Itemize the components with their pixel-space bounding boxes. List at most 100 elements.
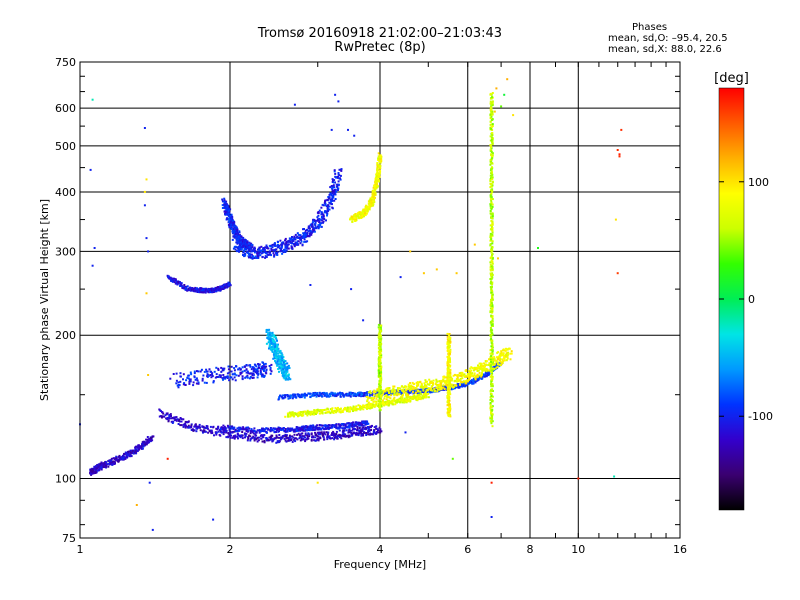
- data-point: [316, 392, 319, 394]
- data-point: [316, 435, 319, 438]
- data-point: [270, 436, 273, 439]
- data-point: [175, 419, 178, 422]
- data-point: [359, 431, 362, 433]
- data-point: [184, 422, 187, 425]
- data-point: [319, 433, 322, 436]
- data-point: [272, 347, 275, 350]
- data-point: [230, 215, 233, 218]
- data-point: [419, 380, 422, 383]
- data-point: [335, 436, 338, 439]
- data-point: [287, 437, 290, 440]
- data-point: [427, 392, 430, 395]
- data-point: [326, 206, 329, 208]
- data-point: [160, 415, 162, 418]
- data-point: [468, 378, 470, 381]
- data-point: [359, 404, 362, 407]
- data-point: [318, 431, 321, 434]
- data-point: [375, 401, 378, 404]
- data-point: [210, 432, 213, 435]
- data-point: [179, 424, 182, 427]
- data-point: [296, 243, 299, 245]
- data-point: [347, 431, 350, 434]
- data-point: [174, 282, 177, 285]
- data-point: [345, 426, 348, 429]
- data-point: [377, 152, 380, 155]
- data-point: [186, 421, 189, 424]
- data-point: [409, 391, 412, 394]
- data-point: [233, 367, 236, 370]
- data-point: [294, 233, 297, 236]
- data-point: [480, 362, 483, 365]
- data-point: [397, 393, 400, 396]
- phases-heading: Phases: [632, 22, 668, 33]
- data-point: [276, 358, 279, 361]
- data-point: [336, 187, 339, 190]
- data-point: [245, 426, 248, 429]
- data-point: [435, 378, 438, 381]
- data-point: [132, 450, 134, 452]
- data-point: [283, 434, 285, 437]
- data-point: [406, 396, 409, 399]
- data-point: [468, 377, 471, 380]
- data-point: [419, 395, 422, 398]
- data-point: [169, 276, 172, 279]
- data-point: [233, 437, 236, 440]
- data-point: [242, 427, 245, 430]
- data-point: [367, 422, 370, 425]
- data-point: [331, 188, 334, 191]
- data-point: [280, 369, 283, 372]
- data-point: [188, 382, 191, 385]
- data-point: [303, 240, 306, 243]
- data-point: [376, 162, 379, 164]
- data-point: [285, 368, 288, 371]
- data-point: [439, 382, 442, 384]
- data-point: [379, 165, 381, 168]
- data-point: [358, 216, 361, 219]
- data-point: [273, 254, 276, 257]
- data-point: [94, 471, 97, 474]
- data-point: [292, 436, 295, 439]
- data-point: [320, 213, 323, 216]
- data-point: [265, 437, 268, 439]
- data-point: [250, 247, 253, 250]
- data-point: [280, 436, 282, 439]
- data-point: [324, 433, 327, 436]
- data-point: [333, 199, 336, 202]
- data-point: [282, 368, 285, 371]
- data-point: [239, 436, 242, 439]
- data-point: [385, 392, 388, 395]
- data-point: [251, 374, 254, 377]
- data-point: [331, 432, 334, 435]
- data-point: [233, 426, 236, 429]
- data-point: [379, 154, 382, 157]
- data-point: [286, 362, 289, 365]
- data-point: [342, 435, 345, 437]
- data-point: [276, 363, 279, 366]
- data-point: [459, 383, 461, 386]
- data-point: [386, 403, 388, 406]
- data-point: [269, 430, 272, 433]
- data-point: [495, 360, 498, 363]
- data-point: [331, 424, 334, 426]
- data-point: [278, 244, 281, 247]
- data-point: [245, 247, 248, 249]
- data-point: [242, 249, 245, 252]
- data-point: [325, 431, 328, 434]
- data-point: [368, 433, 371, 436]
- data-point: [263, 439, 266, 442]
- data-point: [244, 239, 247, 242]
- data-point: [206, 427, 209, 430]
- data-point: [309, 425, 312, 428]
- data-point: [329, 186, 332, 189]
- data-point: [229, 432, 232, 435]
- data-point: [478, 377, 481, 380]
- data-point: [480, 373, 483, 376]
- data-point: [372, 398, 375, 401]
- data-point: [253, 369, 256, 372]
- data-point: [294, 242, 297, 245]
- data-point: [303, 435, 306, 438]
- data-point: [355, 421, 357, 424]
- data-point: [496, 366, 499, 369]
- data-point: [369, 402, 372, 405]
- data-point: [361, 393, 364, 396]
